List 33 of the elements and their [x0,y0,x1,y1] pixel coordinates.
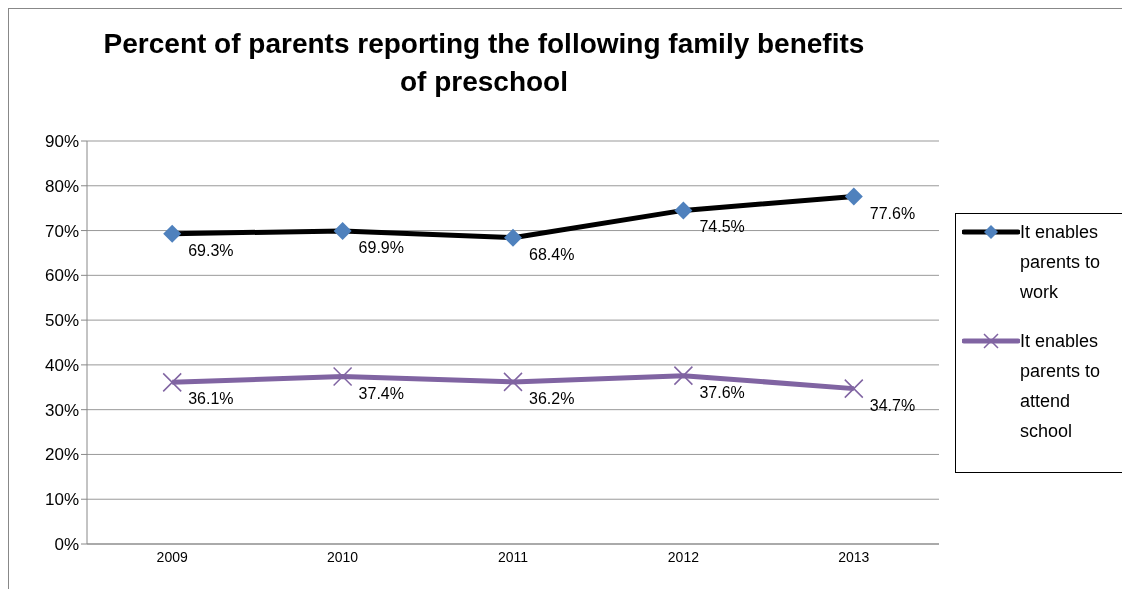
x-tick-label: 2009 [156,548,188,565]
data-label: 68.4% [529,245,575,263]
data-label: 37.6% [699,383,745,401]
legend-label: It enables parents to attend school [1020,330,1102,443]
data-label: 34.7% [869,396,916,414]
point [673,365,694,386]
y-tick-label: 90% [44,132,79,152]
x-tick-label: 2012 [667,548,700,565]
point [844,378,864,399]
point [162,372,182,393]
data-label: 69.9% [358,239,404,256]
y-tick-label: 0% [54,535,79,555]
data-label: 37.4% [358,384,404,402]
legend-label: It enables parents to work [1020,221,1102,304]
x-tick-label: 2013 [838,548,870,565]
chart-title: Percent of parents reporting the following family benefits of preschool [102,27,866,99]
data-label: 69.3% [188,241,234,259]
x-tick-label: 2010 [327,548,359,565]
y-tick-label: 50% [44,311,79,331]
y-tick-label: 10% [44,490,79,510]
point [503,372,523,392]
data-label: 74.5% [699,218,745,236]
point [332,366,353,387]
y-tick-label: 30% [44,400,79,420]
y-tick-label: 80% [44,176,79,196]
data-label: 36.1% [188,390,234,408]
x-tick-label: 2011 [497,548,529,565]
data-label: 36.2% [529,389,575,407]
data-label: 77.6% [869,204,916,222]
y-tick-label: 70% [44,221,79,241]
y-tick-label: 40% [44,355,79,375]
y-tick-label: 60% [44,266,79,286]
y-tick-label: 20% [44,445,79,465]
